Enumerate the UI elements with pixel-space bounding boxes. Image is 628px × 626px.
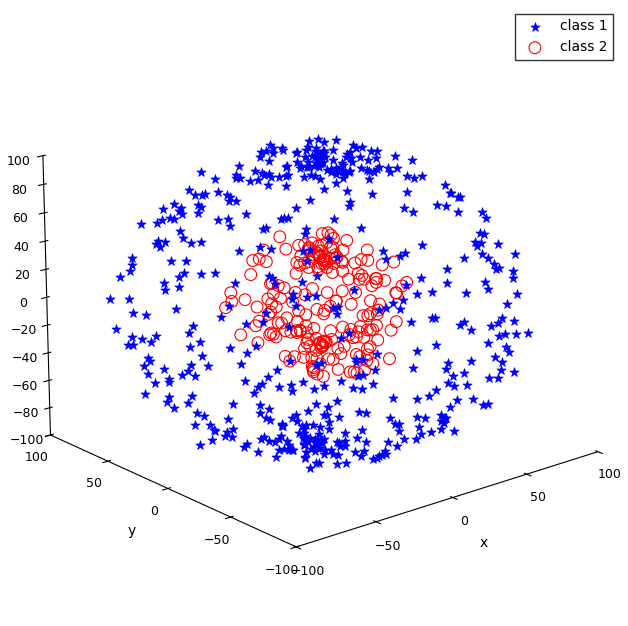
Legend: class 1, class 2: class 1, class 2 bbox=[516, 14, 613, 60]
X-axis label: x: x bbox=[479, 536, 487, 550]
Y-axis label: y: y bbox=[128, 525, 136, 538]
